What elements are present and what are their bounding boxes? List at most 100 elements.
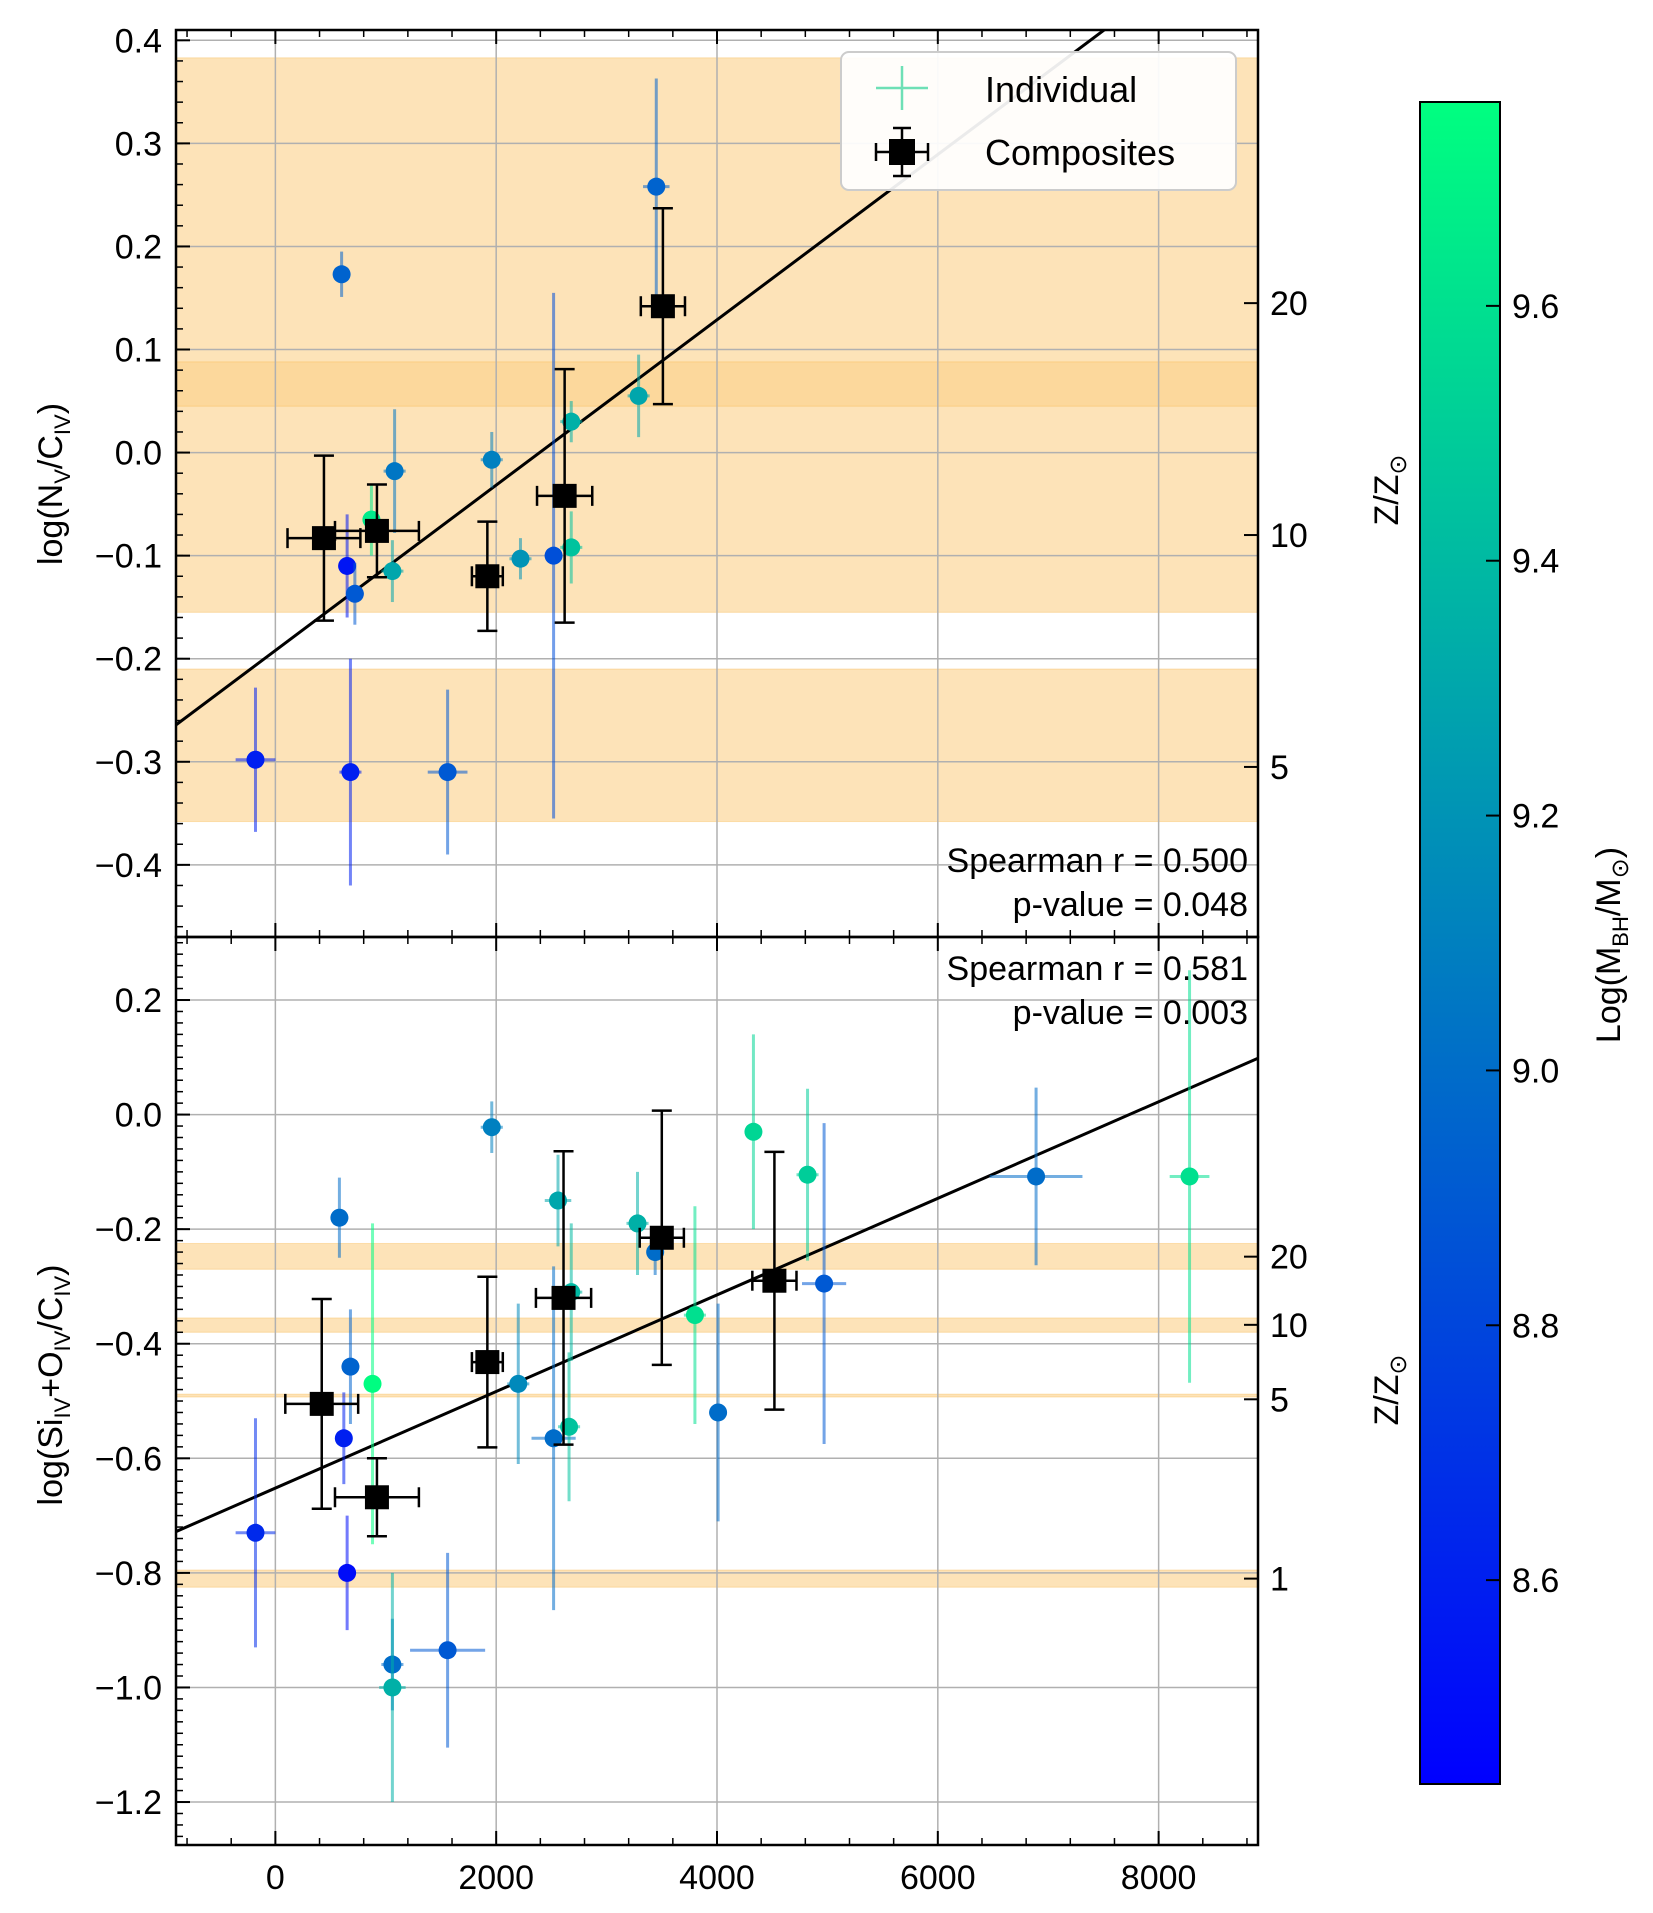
composite-marker: [762, 1268, 787, 1293]
top-individual-point: [383, 409, 406, 533]
bot-individual-point: [626, 1171, 649, 1275]
bot-y-tick-label: 0.2: [115, 982, 162, 1020]
colorbar-label: Log(MBH/M⊙): [1590, 847, 1634, 1043]
top-right-tick-label: 20: [1270, 285, 1308, 323]
individual-marker: [744, 1122, 763, 1141]
individual-marker: [334, 1429, 353, 1448]
individual-marker: [383, 562, 402, 581]
individual-marker: [438, 763, 457, 782]
top-y-tick-label: 0.1: [115, 332, 162, 370]
bot-individual-point: [531, 1266, 576, 1611]
bot-individual-point: [544, 1154, 572, 1247]
x-tick-label: 4000: [679, 1859, 755, 1897]
individual-marker: [338, 556, 357, 575]
top-y-tick-label: 0.2: [115, 228, 162, 266]
top-individual-point: [339, 658, 362, 886]
composite-marker: [364, 1485, 389, 1510]
top-p-value: p-value = 0.048: [1013, 886, 1248, 924]
bot-fit-line: [176, 1056, 1258, 1533]
individual-marker: [509, 1374, 528, 1393]
bot-individual-point: [330, 1177, 349, 1258]
bot-individual-point: [507, 1303, 530, 1465]
colorbar-gradient: [1419, 101, 1501, 1785]
individual-marker: [330, 1208, 349, 1227]
bot-individual-point: [558, 1352, 581, 1502]
individual-marker: [562, 412, 581, 431]
top-panel: 0.4 0.3 0.2 0.1 0.0 −0.1 −0.2 −0.3 −0.4 20 10 5 lo…: [32, 22, 1412, 939]
top-individual-point: [332, 251, 351, 297]
top-individual-point: [427, 689, 468, 855]
bot-composite-point: [534, 1150, 593, 1446]
colorbar-tick-label: 9.2: [1512, 798, 1559, 836]
individual-marker: [798, 1165, 817, 1184]
composite-marker: [475, 564, 500, 589]
bot-y-tick-label: −0.2: [95, 1211, 162, 1249]
x-tick-label: 8000: [1121, 1859, 1197, 1897]
bot-y-tick-label: −1.2: [95, 1784, 162, 1822]
bot-individual-point: [989, 1087, 1083, 1266]
bot-individual-point: [410, 1552, 486, 1748]
colorbar: 8.6 8.8 9.0 9.2 9.4 9.6 Log(MBH/M⊙): [1419, 101, 1634, 1785]
top-y-tick-label: −0.3: [95, 744, 162, 782]
composite-marker: [364, 518, 389, 543]
individual-marker: [246, 1523, 265, 1542]
individual-marker: [685, 1306, 704, 1325]
top-individual-point: [235, 687, 276, 832]
bot-individual-point: [235, 1418, 276, 1648]
bot-y-tick-label: −0.6: [95, 1440, 162, 1478]
top-spearman-r: Spearman r = 0.500: [947, 842, 1248, 880]
legend-composites-marker: [874, 126, 930, 178]
bot-composite-point: [333, 1457, 421, 1538]
bot-composite-point: [470, 1275, 505, 1449]
bot-right-tick-label: 1: [1270, 1561, 1289, 1599]
bottom-p-value: p-value = 0.003: [1013, 994, 1248, 1032]
colorbar-tick-label: 9.6: [1512, 288, 1559, 326]
top-individual-point: [480, 431, 503, 488]
bot-individual-point: [1169, 970, 1210, 1383]
bot-composite-point: [284, 1297, 360, 1510]
top-y-tick-label: 0.4: [115, 22, 162, 60]
bottom-spearman-r: Spearman r = 0.581: [947, 950, 1248, 988]
individual-marker: [544, 546, 563, 565]
colorbar-tick-label: 8.8: [1512, 1307, 1559, 1345]
x-tick-label: 0: [266, 1859, 285, 1897]
top-right-tick-label: 5: [1270, 749, 1289, 787]
x-tick-label: 6000: [900, 1859, 976, 1897]
individual-marker: [338, 1563, 357, 1582]
composite-marker: [650, 294, 675, 319]
individual-marker: [562, 538, 581, 557]
bot-individual-point: [379, 1572, 406, 1803]
top-individual-point: [627, 354, 650, 438]
bot-y-tick-label: 0.0: [115, 1097, 162, 1135]
individual-marker: [332, 265, 351, 284]
top-right-tick-label: 10: [1270, 517, 1308, 555]
individual-marker: [363, 1374, 382, 1393]
bot-right-tick-label: 10: [1270, 1307, 1308, 1345]
bottom-panel: 0.2 0.0 −0.2 −0.4 −0.6 −0.8 −1.0 −1.2 0 2000 4000 6…: [32, 935, 1412, 1897]
individual-marker: [383, 1678, 402, 1697]
top-composite-point: [639, 207, 687, 406]
legend-individual-marker: [876, 66, 928, 110]
top-y-axis-label: log(NV/CIV): [32, 403, 75, 565]
composite-marker: [475, 1350, 500, 1375]
individual-marker: [341, 1357, 360, 1376]
individual-marker: [511, 549, 530, 568]
top-right-axis-label: Z/Z⊙: [1368, 454, 1412, 525]
bot-right-tick-label: 20: [1270, 1239, 1308, 1277]
bot-composite-point: [638, 1109, 686, 1367]
individual-marker: [438, 1641, 457, 1660]
bot-individual-point: [796, 1088, 819, 1261]
individual-marker: [385, 462, 404, 481]
top-composite-point: [333, 483, 421, 579]
colorbar-tick-label: 9.0: [1512, 1052, 1559, 1090]
bottom-right-axis-label: Z/Z⊙: [1368, 1354, 1412, 1425]
individual-marker: [815, 1274, 834, 1293]
bot-individual-point: [802, 1123, 847, 1444]
top-individual-point: [509, 538, 532, 580]
composite-marker: [309, 1391, 334, 1416]
bot-y-tick-label: −1.0: [95, 1669, 162, 1707]
bot-composite-point: [751, 1150, 798, 1411]
bottom-y-axis-label: log(SiIV+OIV/CIV): [32, 1265, 75, 1506]
top-individual-point: [544, 292, 563, 819]
